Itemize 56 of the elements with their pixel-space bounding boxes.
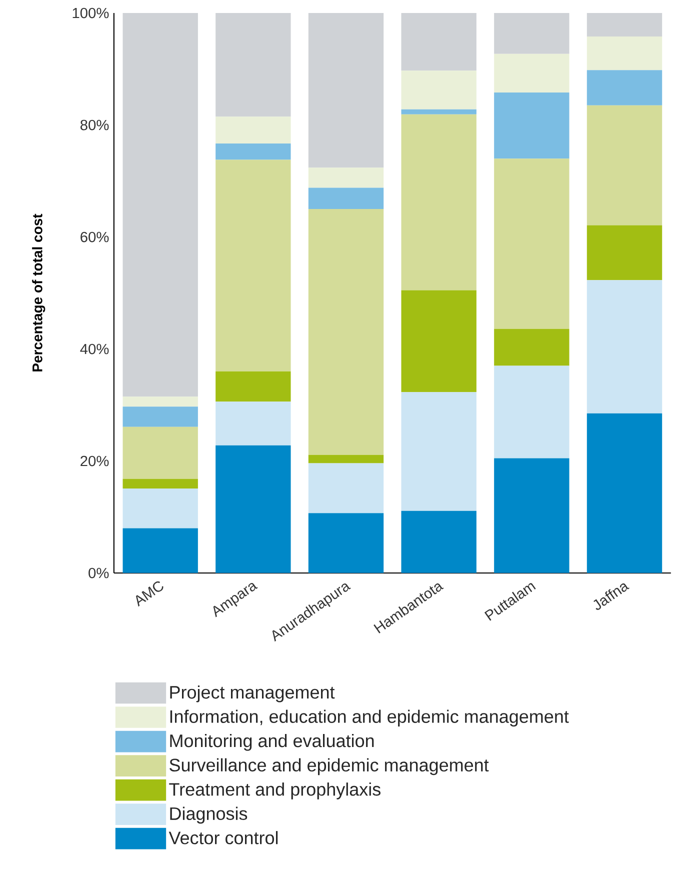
bar	[216, 13, 291, 117]
bar	[401, 70, 476, 110]
bar	[308, 463, 384, 514]
y-tick-label: 20%	[80, 456, 109, 466]
bar	[216, 371, 291, 402]
bar	[216, 160, 291, 372]
bar	[308, 454, 384, 464]
y-axis-title: Percentage of total cost	[32, 214, 46, 372]
legend-label: Monitoring and evaluation	[170, 734, 374, 751]
bar	[586, 36, 662, 70]
bar	[494, 458, 570, 573]
bar	[122, 488, 198, 528]
bar	[586, 70, 662, 106]
bar	[308, 209, 384, 455]
bar	[494, 54, 570, 93]
y-tick-label: 40%	[80, 344, 109, 354]
legend-label: Information, education and epidemic management	[170, 710, 569, 727]
bar	[494, 366, 570, 458]
y-tick-label: 0%	[88, 568, 109, 578]
bar	[586, 225, 662, 280]
bar	[494, 158, 570, 329]
bar	[216, 143, 291, 160]
bar	[586, 280, 662, 414]
bar	[494, 92, 570, 159]
bar	[401, 13, 476, 71]
legend-label: Diagnosis	[170, 806, 248, 824]
legend-label: Treatment and prophylaxis	[169, 782, 381, 800]
bar	[216, 402, 291, 446]
bar	[401, 290, 476, 392]
y-tick-label: 60%	[80, 232, 109, 242]
bar	[122, 426, 198, 479]
legend-label: Project management	[170, 685, 335, 702]
bar	[122, 406, 198, 427]
bar	[308, 13, 384, 168]
bar	[401, 114, 476, 290]
y-tick-label: 80%	[80, 120, 109, 130]
bar	[401, 109, 476, 114]
bar	[122, 396, 198, 407]
bar	[494, 13, 570, 54]
legend-label: Vector control	[168, 831, 278, 844]
bar	[401, 392, 476, 511]
bar	[216, 116, 291, 144]
y-tick-label: 100%	[72, 8, 109, 18]
bar	[308, 168, 384, 188]
bar	[494, 328, 570, 366]
bar	[401, 510, 476, 573]
bar	[122, 528, 198, 573]
bar	[586, 413, 662, 573]
bar	[586, 105, 662, 226]
legend-label: Surveillance and epidemic management	[170, 758, 489, 776]
bar	[122, 478, 198, 488]
bar	[308, 513, 384, 573]
bar	[586, 13, 662, 37]
bar	[216, 445, 291, 573]
bar	[122, 13, 198, 397]
bar	[308, 188, 384, 209]
